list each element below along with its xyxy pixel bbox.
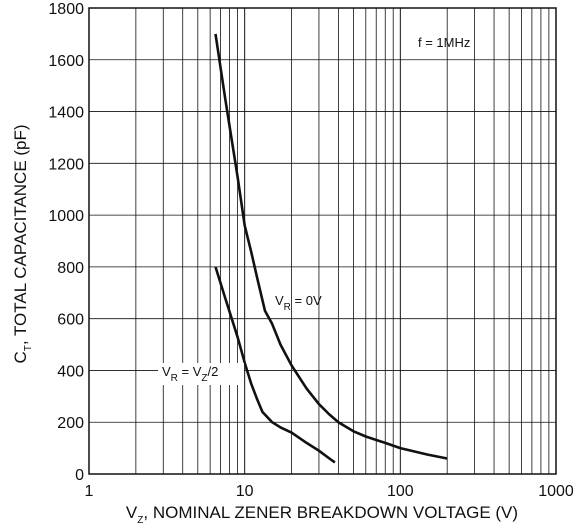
series-label-part: = 0V (291, 293, 322, 308)
series-line-1 (214, 33, 448, 460)
grid (89, 8, 556, 474)
x-tick-label: 1 (85, 483, 94, 500)
x-axis-title: VZ, NOMINAL ZENER BREAKDOWN VOLTAGE (V) (126, 503, 518, 526)
x-tick-label: 100 (387, 483, 414, 500)
series-label-part: R (284, 302, 291, 313)
series-label-part: V (275, 293, 284, 308)
series-group (214, 33, 448, 464)
series-label-part: V (162, 364, 171, 379)
series-label-part: = V (178, 364, 202, 379)
series-label-1: VR = 0V (275, 293, 322, 313)
y-tick-label: 800 (57, 260, 84, 277)
series-label-part: /2 (208, 364, 219, 379)
y-tick-label: 600 (57, 312, 84, 329)
y-tick-label: 1000 (48, 208, 84, 225)
plot-frame (88, 7, 557, 475)
x-axis-title-sub: Z (137, 515, 143, 526)
series-label-2: VR = VZ/2 (162, 364, 218, 384)
series-label-bg (158, 363, 244, 385)
y-tick-label: 1400 (48, 105, 84, 122)
x-tick-label: 1000 (538, 483, 574, 500)
y-tick-label: 0 (75, 467, 84, 484)
y-tick-label: 1800 (48, 1, 84, 18)
series-label-part: R (171, 373, 178, 384)
y-tick-label: 200 (57, 415, 84, 432)
x-axis-title-rest: , NOMINAL ZENER BREAKDOWN VOLTAGE (V) (143, 503, 518, 522)
y-axis-title: CT, TOTAL CAPACITANCE (pF) (11, 124, 34, 363)
x-tick-labels: 1 10 100 1000 (85, 483, 574, 500)
x-axis-title-main: V (126, 503, 138, 522)
series-line-2 (214, 266, 336, 464)
y-tick-label: 1200 (48, 156, 84, 173)
frequency-annotation: f = 1MHz (418, 35, 470, 50)
y-axis-title-rest: , TOTAL CAPACITANCE (pF) (11, 124, 30, 345)
y-axis-title-main: C (11, 351, 30, 363)
y-tick-label: 1600 (48, 53, 84, 70)
y-tick-label: 400 (57, 363, 84, 380)
series-label-part: Z (201, 373, 207, 384)
y-tick-labels: 0 200 400 600 800 1000 1200 1400 1600 1800 (48, 1, 84, 484)
x-tick-label: 10 (236, 483, 254, 500)
y-axis-title-sub: T (23, 345, 34, 351)
